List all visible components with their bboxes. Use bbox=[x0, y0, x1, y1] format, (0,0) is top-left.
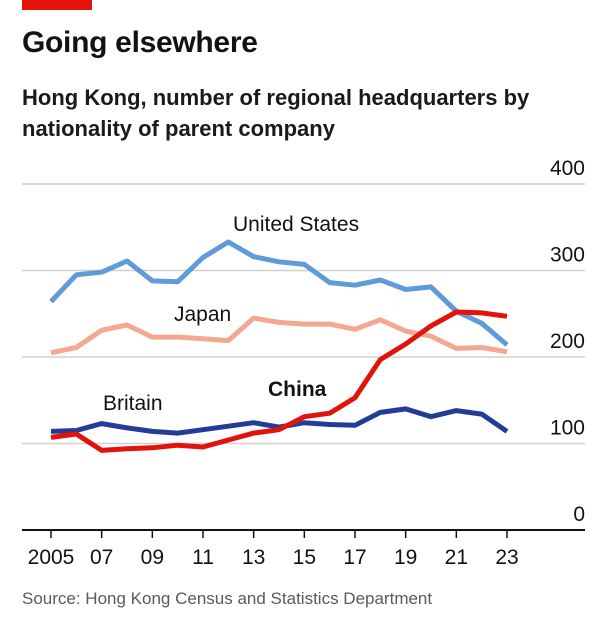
brand-tag bbox=[22, 0, 92, 10]
series-line-japan bbox=[50, 315, 508, 356]
x-tick-label-2017: 17 bbox=[343, 546, 366, 569]
x-tick-label-2013: 13 bbox=[242, 546, 265, 569]
series-labels: United States Japan Britain China bbox=[103, 213, 359, 415]
gridlines bbox=[22, 183, 585, 445]
series-label-china: China bbox=[268, 378, 327, 401]
x-tick-label-2023: 23 bbox=[495, 546, 518, 569]
chart-subtitle: Hong Kong, number of regional headquarte… bbox=[22, 85, 530, 141]
x-tick-label-2021: 21 bbox=[445, 546, 468, 569]
series-label-britain: Britain bbox=[103, 392, 163, 415]
x-tick-label-2009: 09 bbox=[141, 546, 164, 569]
series-label-japan: Japan bbox=[174, 303, 231, 326]
x-tick-label-2005: 2005 bbox=[28, 546, 75, 569]
y-tick-label-300: 300 bbox=[550, 244, 585, 267]
y-tick-label-100: 100 bbox=[550, 417, 585, 440]
y-tick-label-400: 400 bbox=[550, 157, 585, 180]
y-tick-label-0: 0 bbox=[573, 503, 585, 526]
source-note: Source: Hong Kong Census and Statistics … bbox=[22, 589, 433, 608]
axes: 0 100 200 300 400 2005 07 09 11 13 15 17 19 21 23 bbox=[22, 157, 585, 569]
chart-title: Going elsewhere bbox=[22, 26, 258, 59]
x-tick-label-2015: 15 bbox=[293, 546, 316, 569]
x-tick-label-2007: 07 bbox=[90, 546, 113, 569]
series-label-united-states: United States bbox=[233, 213, 359, 236]
series-lines bbox=[49, 239, 509, 453]
series-line-china bbox=[50, 309, 508, 453]
series-line-united-states bbox=[49, 239, 509, 347]
x-tick-label-2019: 19 bbox=[394, 546, 417, 569]
y-tick-label-200: 200 bbox=[550, 330, 585, 353]
x-tick-label-2011: 11 bbox=[192, 546, 214, 569]
